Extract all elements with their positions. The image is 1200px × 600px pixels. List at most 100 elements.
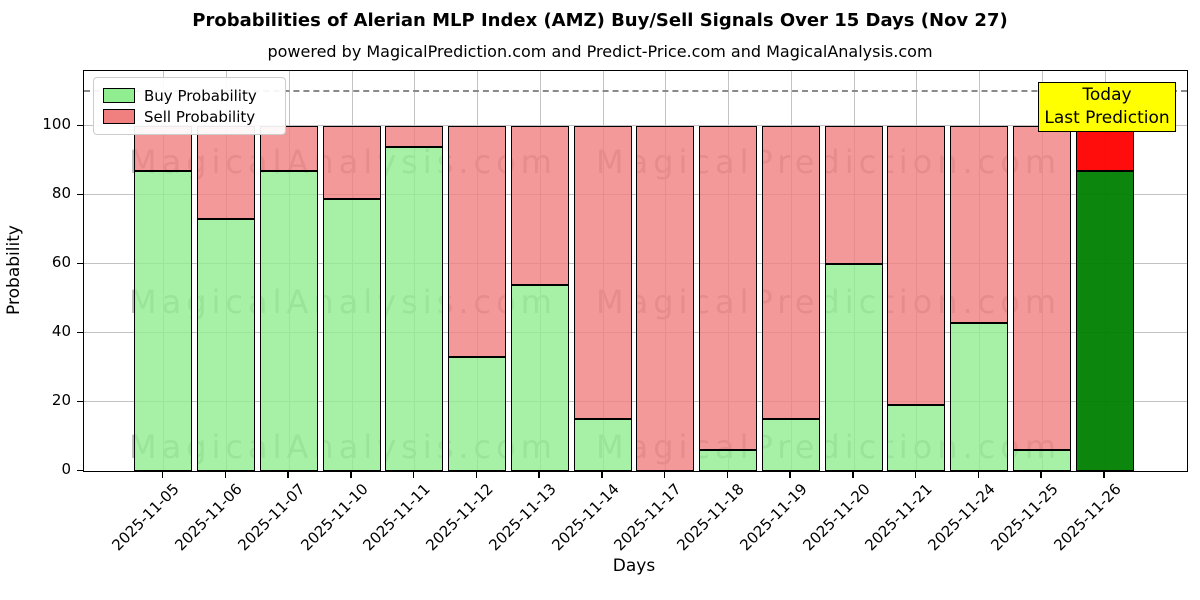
bar-segment-buy [259,171,318,471]
bar-gap [694,71,700,471]
bar-segment-buy [573,419,632,471]
h-gridline [84,194,1187,196]
y-tick-label: 60 [51,253,71,272]
y-tick-label: 0 [61,460,71,478]
bar-gap [882,71,888,471]
bar-gap [1070,71,1076,471]
y-tick-mark [77,193,83,196]
bar-segment-buy [1012,450,1071,471]
legend-item-sell: Sell Probability [103,106,275,127]
bar-segment-sell [1075,126,1134,171]
x-tick-label: 2025-11-18 [673,480,748,555]
bar-segment-sell [824,126,883,265]
bar-gap [1008,71,1013,471]
x-tick-mark [287,471,289,478]
h-gridline [84,263,1187,265]
legend-label: Buy Probability [144,86,257,105]
x-tick-mark [1040,471,1042,478]
legend-item-buy: Buy Probability [103,85,275,106]
x-tick-mark [350,471,352,478]
x-tick-label: 2025-11-06 [171,480,246,555]
bar-segment-sell [510,126,569,285]
bar-segment-buy [385,146,444,471]
y-tick-label: 40 [51,322,71,341]
bar-gap [255,71,260,471]
x-tick-mark [1103,471,1105,478]
bar-segment-buy [887,405,946,471]
bar-segment-buy [761,419,820,471]
x-tick-label: 2025-11-13 [485,480,560,555]
bar-segment-sell [887,126,946,406]
bar-segment-sell [385,126,444,147]
y-tick-mark [77,469,83,471]
x-tick-label: 2025-11-12 [422,480,497,555]
x-tick-mark [412,471,415,478]
today-annotation-line1: Today [1082,85,1132,105]
x-tick-mark [726,471,729,478]
x-tick-label: 2025-11-25 [987,480,1062,555]
bar-gap [757,71,762,471]
bar-segment-sell [1012,126,1071,451]
h-gridline [84,125,1187,127]
plot-area: MagicalAnalysis.comMagicalPrediction.com… [83,70,1188,472]
y-tick-label: 20 [51,391,71,410]
x-tick-mark [224,471,227,478]
bar-segment-sell [448,126,507,358]
bar-gap [317,71,323,471]
today-annotation-line2: Last Prediction [1044,108,1170,128]
sell-swatch-icon [103,109,135,124]
bar-segment-buy [448,357,507,471]
bar-segment-buy [1075,171,1134,471]
x-tick-mark [789,471,791,478]
bar-segment-sell [950,126,1009,323]
h-gridline [84,401,1187,403]
bar-segment-sell [322,126,381,199]
y-tick-mark [77,331,83,334]
bar-segment-buy [950,322,1009,471]
bar-segment-sell [699,126,758,451]
x-tick-mark [663,471,666,478]
bar-segment-buy [510,284,569,471]
bar-gap [192,71,198,471]
x-tick-mark [977,471,980,478]
x-tick-mark [475,471,478,478]
y-tick-mark [77,262,83,265]
bar-gap [631,71,637,471]
y-tick-mark [77,124,83,127]
bar-segment-buy [197,219,256,471]
bar-gap [945,71,951,471]
bar-segment-sell [197,126,256,220]
bar-segment-sell [636,126,695,471]
x-tick-label: 2025-11-24 [924,480,999,555]
bar-gap [443,71,449,471]
y-tick-mark [77,400,83,403]
bar-gap [819,71,825,471]
bar-segment-buy [322,198,381,471]
h-gridline [84,332,1187,334]
dashed-threshold-line [84,89,1187,92]
x-tick-label: 2025-11-19 [736,480,811,555]
x-tick-mark [852,471,854,478]
bar-gap [506,71,511,471]
x-tick-label: 2025-11-07 [234,480,309,555]
legend-label: Sell Probability [144,107,256,126]
x-tick-mark [161,471,164,478]
y-tick-label: 100 [42,115,71,134]
x-tick-mark [601,471,603,478]
bar-segment-buy [134,171,193,471]
y-axis-label: Probability [4,225,24,315]
legend: Buy Probability Sell Probability [93,77,286,135]
today-annotation: Today Last Prediction [1038,82,1176,132]
y-tick-label: 80 [51,184,71,203]
bar-segment-buy [824,264,883,471]
bar-segment-sell [573,126,632,420]
bar-gap [380,71,386,471]
buy-swatch-icon [103,88,135,103]
chart-subtitle: powered by MagicalPrediction.com and Pre… [267,42,933,61]
x-tick-mark [538,471,540,478]
bar-gap [568,71,574,471]
bar-segment-buy [699,450,758,471]
bar-segment-sell [761,126,820,420]
chart-title: Probabilities of Alerian MLP Index (AMZ)… [192,10,1008,31]
